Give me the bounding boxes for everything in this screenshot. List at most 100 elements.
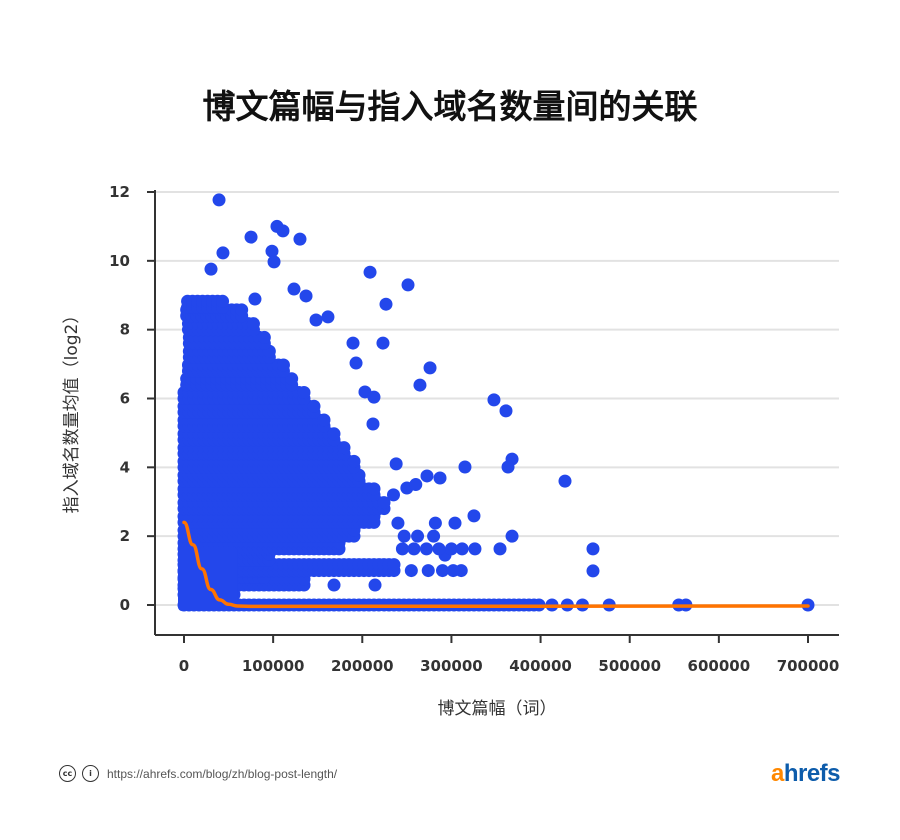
data-point (467, 509, 481, 523)
data-point (248, 292, 262, 306)
data-point (287, 282, 301, 296)
data-point (436, 564, 450, 578)
data-point (419, 542, 433, 556)
data-point (493, 542, 507, 556)
data-point (244, 230, 258, 244)
data-point (411, 529, 425, 543)
data-point (367, 390, 381, 404)
data-point (501, 460, 515, 474)
y-tick-labels: 0 2 4 6 8 10 12 (109, 183, 155, 614)
data-point (391, 516, 405, 530)
data-point (349, 356, 363, 370)
data-point (327, 578, 341, 592)
data-point (433, 471, 447, 485)
trend-line (182, 520, 810, 609)
y-tick-label: 8 (120, 321, 130, 339)
data-point (427, 529, 441, 543)
dense-point-cloud (177, 294, 546, 612)
data-point (204, 262, 218, 276)
data-point (420, 469, 434, 483)
y-tick-label: 4 (120, 458, 130, 476)
x-axis-label: 博文篇幅（词） (438, 699, 557, 719)
data-point (432, 542, 446, 556)
data-point (586, 542, 600, 556)
data-point (407, 542, 421, 556)
scatter-chart: 0 2 4 6 8 10 12 0 100000 200000 300000 400000 50000… (62, 183, 840, 719)
data-point (401, 278, 415, 292)
data-point (293, 232, 307, 246)
data-point (347, 454, 361, 468)
data-point (327, 427, 341, 441)
data-point (423, 361, 437, 375)
source-url[interactable]: https://ahrefs.com/blog/zh/blog-post-len… (107, 766, 338, 781)
data-point (285, 372, 299, 386)
data-point (321, 310, 335, 324)
data-point (387, 558, 401, 572)
x-tick-label: 200000 (331, 657, 394, 675)
x-tick-label: 700000 (777, 657, 840, 675)
data-point (337, 441, 351, 455)
data-point (397, 529, 411, 543)
outlier-points (204, 193, 815, 612)
data-point (413, 378, 427, 392)
data-point (317, 413, 331, 427)
data-point (444, 542, 458, 556)
data-point (235, 303, 249, 317)
x-tick-label: 400000 (509, 657, 572, 675)
data-point (448, 516, 462, 530)
data-point (421, 564, 435, 578)
data-point (267, 255, 281, 269)
license-footer: cc i https://ahrefs.com/blog/zh/blog-pos… (59, 765, 337, 782)
y-tick-label: 2 (120, 527, 130, 545)
data-point (458, 460, 472, 474)
x-tick-label: 100000 (242, 657, 305, 675)
data-point (409, 478, 423, 492)
data-point (395, 542, 409, 556)
data-point (377, 496, 391, 510)
y-tick-label: 0 (120, 596, 130, 614)
data-point (367, 482, 381, 496)
x-tick-labels: 0 100000 200000 300000 400000 500000 600000 700… (179, 635, 840, 675)
data-point (487, 393, 501, 407)
data-point (307, 399, 321, 413)
data-point (499, 404, 513, 418)
y-axis-label: 指入域名数量均值（log2） (62, 307, 82, 514)
data-point (216, 246, 230, 260)
creative-commons-icon: cc (59, 765, 76, 782)
ahrefs-logo: ahrefs (770, 760, 841, 787)
data-point (468, 542, 482, 556)
data-point (309, 313, 323, 327)
x-tick-label: 300000 (420, 657, 483, 675)
data-point (368, 578, 382, 592)
data-point (276, 224, 290, 238)
y-tick-label: 12 (109, 183, 130, 201)
data-point (404, 564, 418, 578)
data-point (586, 564, 600, 578)
data-point (265, 244, 279, 258)
x-tick-label: 0 (179, 657, 189, 675)
data-point (376, 336, 390, 350)
y-tick-label: 10 (109, 252, 130, 270)
data-point (276, 358, 290, 372)
data-point (428, 516, 442, 530)
data-point (389, 457, 403, 471)
attribution-icon: i (82, 765, 99, 782)
data-point (246, 317, 260, 331)
data-point (454, 564, 468, 578)
data-point (297, 386, 311, 399)
y-tick-label: 6 (120, 390, 130, 408)
data-point (505, 529, 519, 543)
data-point (216, 294, 230, 308)
data-point (386, 488, 400, 502)
data-point (455, 542, 469, 556)
data-point (363, 265, 377, 279)
data-point (379, 297, 393, 311)
data-point (558, 474, 572, 488)
data-point (257, 330, 271, 344)
data-point (366, 417, 380, 431)
data-point (346, 336, 360, 350)
x-tick-label: 600000 (688, 657, 751, 675)
x-tick-label: 500000 (598, 657, 661, 675)
data-point (299, 289, 313, 303)
chart-title: 博文篇幅与指入域名数量间的关联 (202, 87, 698, 126)
